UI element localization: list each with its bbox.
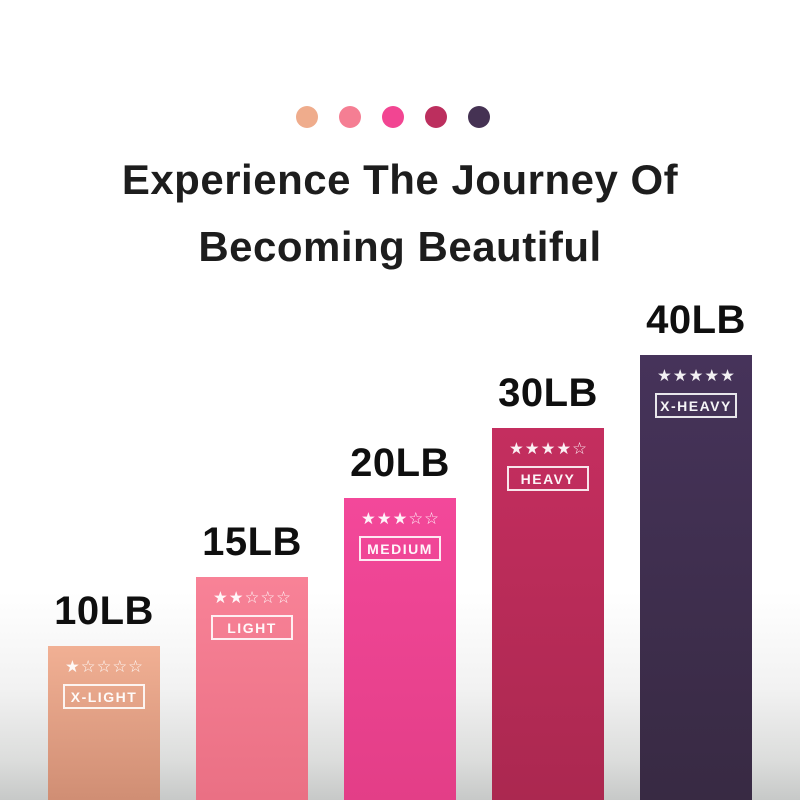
palette-dots [0, 106, 786, 128]
bar-value-label: 15LB [202, 520, 302, 564]
bar-15lb: ★★☆☆☆ LIGHT [196, 577, 308, 800]
bar-value-label: 10LB [54, 589, 154, 633]
bar-group-20lb: 20LB ★★★☆☆ MEDIUM [344, 0, 456, 800]
level-badge: X-HEAVY [655, 392, 737, 418]
page-title: Experience The Journey Of Becoming Beaut… [0, 146, 800, 280]
bar-value-label: 30LB [498, 371, 598, 415]
bar-group-15lb: 15LB ★★☆☆☆ LIGHT [196, 0, 308, 800]
star-rating-icons: ★☆☆☆☆ [65, 658, 144, 676]
bar-10lb: ★☆☆☆☆ X-LIGHT [48, 646, 160, 800]
level-badge: HEAVY [507, 465, 589, 491]
bar-value-label: 20LB [350, 441, 450, 485]
star-rating-icons: ★★★★★ [657, 367, 736, 385]
star-rating-icons: ★★☆☆☆ [213, 589, 292, 607]
palette-dot-x-light-icon [296, 106, 318, 128]
star-rating-icons: ★★★★☆ [509, 440, 588, 458]
title-line-1: Experience The Journey Of [121, 156, 679, 203]
bar-30lb: ★★★★☆ HEAVY [492, 428, 604, 800]
palette-dot-light-icon [339, 106, 361, 128]
level-badge: MEDIUM [359, 535, 441, 561]
bar-value-label: 40LB [646, 298, 746, 342]
bar-40lb: ★★★★★ X-HEAVY [640, 355, 752, 800]
bar-20lb: ★★★☆☆ MEDIUM [344, 498, 456, 800]
bar-group-40lb: 40LB ★★★★★ X-HEAVY [640, 0, 752, 800]
title-line-2: Becoming Beautiful [198, 223, 602, 270]
bar-group-10lb: 10LB ★☆☆☆☆ X-LIGHT [48, 0, 160, 800]
level-badge: LIGHT [211, 614, 293, 640]
palette-dot-medium-icon [382, 106, 404, 128]
palette-dot-x-heavy-icon [468, 106, 490, 128]
star-rating-icons: ★★★☆☆ [361, 510, 440, 528]
bar-group-30lb: 30LB ★★★★☆ HEAVY [492, 0, 604, 800]
level-badge: X-LIGHT [63, 683, 145, 709]
palette-dot-heavy-icon [425, 106, 447, 128]
